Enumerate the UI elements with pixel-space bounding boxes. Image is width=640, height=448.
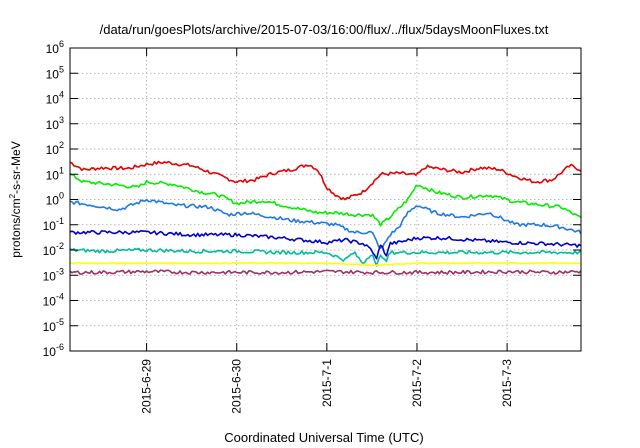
y-axis-label-base: protons/cm	[9, 198, 23, 257]
y-tick-label-base: 10	[43, 295, 57, 309]
y-tick-label-base: 10	[43, 345, 57, 359]
y-tick-label-base: 10	[46, 93, 60, 107]
y-axis-label-sup: 2	[8, 193, 17, 198]
series-line-5	[69, 247, 582, 267]
x-tick-label: 2015-6-29	[140, 359, 154, 414]
y-axis-label-rest: -s-sr-MeV	[9, 141, 23, 194]
y-tick-label-base: 10	[43, 269, 57, 283]
series-line-3	[69, 198, 582, 249]
grid-lines	[70, 48, 581, 351]
data-series	[69, 160, 582, 275]
y-axis-label: protons/cm2-s-sr-MeV	[8, 141, 23, 257]
y-tick-label-exponent: -4	[56, 292, 64, 302]
y-tick-label: 10-5	[43, 317, 64, 334]
y-tick-label-base: 10	[43, 244, 57, 258]
y-tick-label-base: 10	[46, 143, 60, 157]
y-tick-label-exponent: 0	[59, 191, 64, 201]
y-tick-label-base: 10	[46, 42, 60, 56]
x-tick-label: 2015-7-1	[320, 359, 334, 407]
y-tick-label-exponent: 5	[59, 64, 64, 74]
y-tick-label: 100	[46, 191, 64, 208]
y-tick-label-exponent: -3	[56, 266, 64, 276]
y-tick-label: 104	[46, 90, 64, 107]
y-tick-label-exponent: -1	[56, 216, 64, 226]
y-tick-label-exponent: -2	[56, 241, 64, 251]
series-line-7	[69, 269, 582, 275]
y-tick-label-exponent: 2	[59, 140, 64, 150]
series-line-4	[69, 229, 582, 260]
y-tick-label: 10-4	[43, 292, 64, 309]
y-tick-label: 106	[46, 39, 64, 56]
series-line-2	[69, 172, 582, 227]
y-tick-label: 10-6	[43, 342, 64, 359]
y-tick-label: 10-2	[43, 241, 64, 258]
y-tick-label: 105	[46, 64, 64, 81]
chart-title: /data/run/goesPlots/archive/2015-07-03/1…	[100, 22, 549, 37]
x-tick-label: 2015-7-3	[500, 359, 514, 407]
y-tick-label-exponent: -5	[56, 317, 64, 327]
x-axis-label: Coordinated Universal Time (UTC)	[224, 430, 423, 445]
x-tick-label: 2015-7-2	[410, 359, 424, 407]
y-tick-label-base: 10	[46, 67, 60, 81]
y-tick-label-base: 10	[43, 219, 57, 233]
x-tick-label: 2015-6-30	[230, 359, 244, 414]
series-line-1	[69, 160, 582, 201]
y-tick-label: 102	[46, 140, 64, 157]
y-tick-label: 10-1	[43, 216, 64, 233]
svg-text:protons/cm2-s-sr-MeV: protons/cm2-s-sr-MeV	[8, 141, 23, 257]
y-tick-label: 10-3	[43, 266, 64, 283]
y-tick-label-base: 10	[46, 168, 60, 182]
y-tick-label-base: 10	[43, 320, 57, 334]
y-tick-label-exponent: 4	[59, 90, 64, 100]
axis-ticks: 10-610-510-410-310-210-11001011021031041…	[43, 39, 581, 414]
y-tick-label: 103	[46, 115, 64, 132]
y-tick-label-exponent: 6	[59, 39, 64, 49]
y-tick-label-exponent: 1	[59, 165, 64, 175]
y-tick-label-exponent: 3	[59, 115, 64, 125]
y-tick-label: 101	[46, 165, 64, 182]
y-tick-label-base: 10	[46, 194, 60, 208]
series-line-6	[69, 261, 582, 267]
y-tick-label-base: 10	[46, 118, 60, 132]
y-tick-label-exponent: -6	[56, 342, 64, 352]
